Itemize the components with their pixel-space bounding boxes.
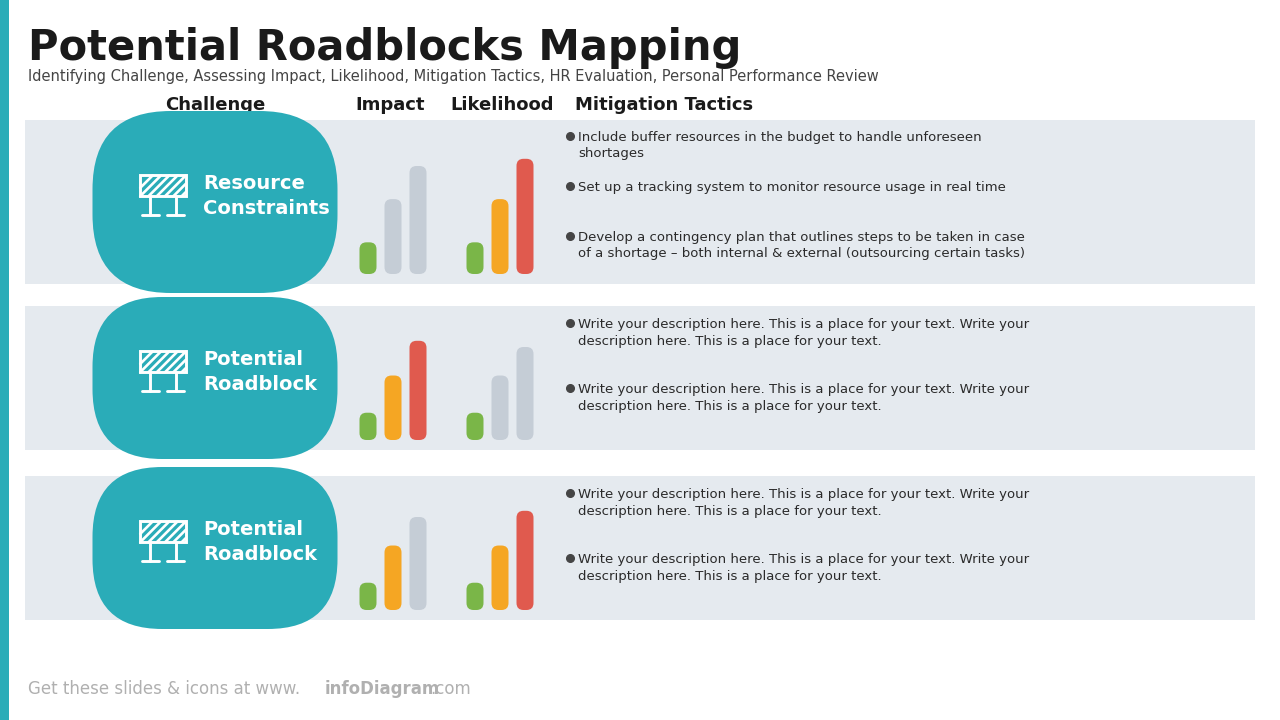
FancyBboxPatch shape [26,306,1254,450]
Text: Potential
Roadblock: Potential Roadblock [204,351,317,394]
Text: .com: .com [430,680,471,698]
Text: infoDiagram: infoDiagram [325,680,440,698]
FancyBboxPatch shape [92,111,338,293]
FancyBboxPatch shape [26,120,1254,284]
FancyBboxPatch shape [466,413,484,440]
FancyBboxPatch shape [492,199,508,274]
Text: Challenge: Challenge [165,96,265,114]
Text: Write your description here. This is a place for your text. Write your
descripti: Write your description here. This is a p… [579,488,1029,518]
Text: Get these slides & icons at www.: Get these slides & icons at www. [28,680,300,698]
FancyBboxPatch shape [410,341,426,440]
FancyBboxPatch shape [384,199,402,274]
FancyBboxPatch shape [92,467,338,629]
FancyBboxPatch shape [517,347,534,440]
Text: Include buffer resources in the budget to handle unforeseen
shortages: Include buffer resources in the budget t… [579,131,982,161]
Text: Write your description here. This is a place for your text. Write your
descripti: Write your description here. This is a p… [579,553,1029,582]
Text: Potential
Roadblock: Potential Roadblock [204,521,317,564]
FancyBboxPatch shape [92,297,338,459]
FancyBboxPatch shape [360,582,376,610]
Text: Write your description here. This is a place for your text. Write your
descripti: Write your description here. This is a p… [579,383,1029,413]
Text: Set up a tracking system to monitor resource usage in real time: Set up a tracking system to monitor reso… [579,181,1006,194]
FancyBboxPatch shape [492,546,508,610]
Text: Likelihood: Likelihood [451,96,553,114]
FancyBboxPatch shape [410,166,426,274]
FancyBboxPatch shape [466,582,484,610]
Text: Impact: Impact [355,96,425,114]
Text: Mitigation Tactics: Mitigation Tactics [575,96,753,114]
FancyBboxPatch shape [517,159,534,274]
Text: Identifying Challenge, Assessing Impact, Likelihood, Mitigation Tactics, HR Eval: Identifying Challenge, Assessing Impact,… [28,69,879,84]
Text: Resource
Constraints: Resource Constraints [204,174,330,217]
FancyBboxPatch shape [384,376,402,440]
Text: Write your description here. This is a place for your text. Write your
descripti: Write your description here. This is a p… [579,318,1029,348]
FancyBboxPatch shape [492,376,508,440]
FancyBboxPatch shape [384,546,402,610]
FancyBboxPatch shape [466,243,484,274]
FancyBboxPatch shape [410,517,426,610]
Text: Develop a contingency plan that outlines steps to be taken in case
of a shortage: Develop a contingency plan that outlines… [579,231,1025,261]
FancyBboxPatch shape [360,413,376,440]
FancyBboxPatch shape [0,0,9,720]
FancyBboxPatch shape [26,476,1254,620]
FancyBboxPatch shape [517,510,534,610]
Text: Potential Roadblocks Mapping: Potential Roadblocks Mapping [28,27,741,69]
FancyBboxPatch shape [360,243,376,274]
